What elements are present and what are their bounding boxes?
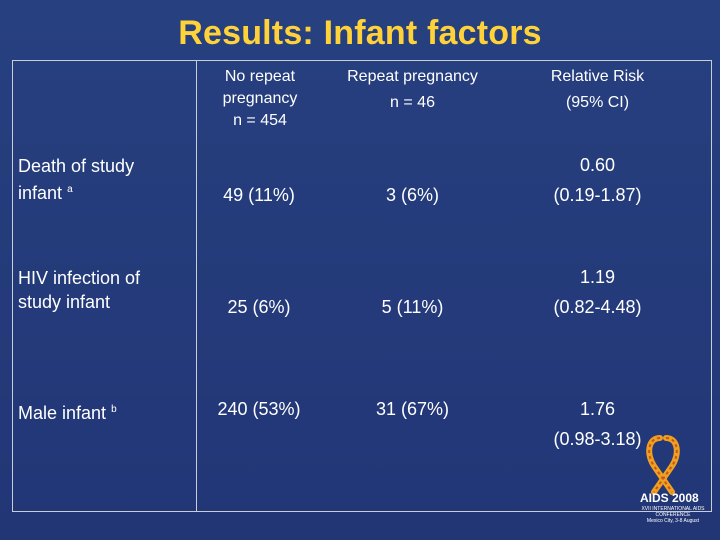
cell-male-rr: 1.76 (0.98-3.18) [553, 399, 642, 449]
cell-death-no-repeat: 49 (11%) [223, 185, 295, 205]
slide-title: Results: Infant factors [178, 14, 542, 52]
cell-male-no-repeat: 240 (53%) [217, 399, 301, 419]
cell-male-repeat: 31 (67%) [375, 399, 450, 419]
cell-death-rr: 0.60 (0.19-1.87) [553, 155, 642, 205]
row-label-death: Death of study infant a [18, 156, 135, 203]
header-no-repeat: No repeat pregnancy n = 454 [222, 68, 298, 129]
header-repeat: Repeat pregnancy n = 46 [347, 68, 478, 111]
cell-hiv-rr: 1.19 (0.82-4.48) [553, 267, 642, 317]
results-table [12, 60, 712, 512]
aids-ribbon-icon [646, 435, 680, 495]
cell-hiv-no-repeat: 25 (6%) [227, 297, 291, 317]
header-relative-risk: Relative Risk (95% CI) [550, 68, 645, 111]
row-label-hiv: HIV infection of study infant [18, 268, 141, 312]
column-divider [196, 60, 197, 512]
cell-death-repeat: 3 (6%) [385, 185, 439, 205]
footnote-marker: a [67, 184, 73, 195]
cell-hiv-repeat: 5 (11%) [381, 297, 444, 317]
footnote-marker: b [111, 404, 117, 415]
logo-subtitle: XVII INTERNATIONAL AIDS CONFERENCE Mexic… [641, 506, 705, 524]
row-label-male: Male infant b [18, 403, 117, 423]
logo-name: AIDS 2008 [640, 491, 699, 505]
